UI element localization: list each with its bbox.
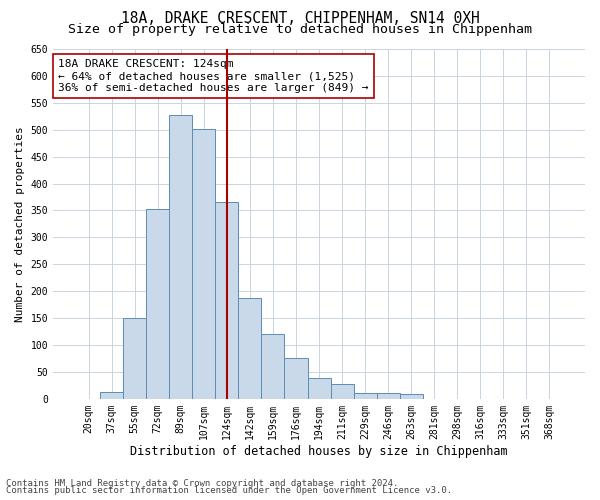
Y-axis label: Number of detached properties: Number of detached properties (15, 126, 25, 322)
Text: Contains public sector information licensed under the Open Government Licence v3: Contains public sector information licen… (6, 486, 452, 495)
Text: 18A, DRAKE CRESCENT, CHIPPENHAM, SN14 0XH: 18A, DRAKE CRESCENT, CHIPPENHAM, SN14 0X… (121, 11, 479, 26)
Bar (353, 393, 377, 399)
Bar (377, 393, 400, 399)
Bar (146, 210, 169, 399)
Bar (169, 114, 193, 399)
Bar (308, 378, 331, 399)
Bar (331, 384, 353, 399)
Bar (193, 129, 215, 399)
Bar (100, 392, 123, 399)
Bar (123, 318, 146, 399)
Bar (215, 202, 238, 399)
Text: 18A DRAKE CRESCENT: 124sqm
← 64% of detached houses are smaller (1,525)
36% of s: 18A DRAKE CRESCENT: 124sqm ← 64% of deta… (58, 60, 369, 92)
Bar (400, 394, 422, 399)
Bar (262, 334, 284, 399)
Bar (284, 358, 308, 399)
Text: Size of property relative to detached houses in Chippenham: Size of property relative to detached ho… (68, 22, 532, 36)
Bar (238, 298, 262, 399)
X-axis label: Distribution of detached houses by size in Chippenham: Distribution of detached houses by size … (130, 444, 508, 458)
Text: Contains HM Land Registry data © Crown copyright and database right 2024.: Contains HM Land Registry data © Crown c… (6, 478, 398, 488)
